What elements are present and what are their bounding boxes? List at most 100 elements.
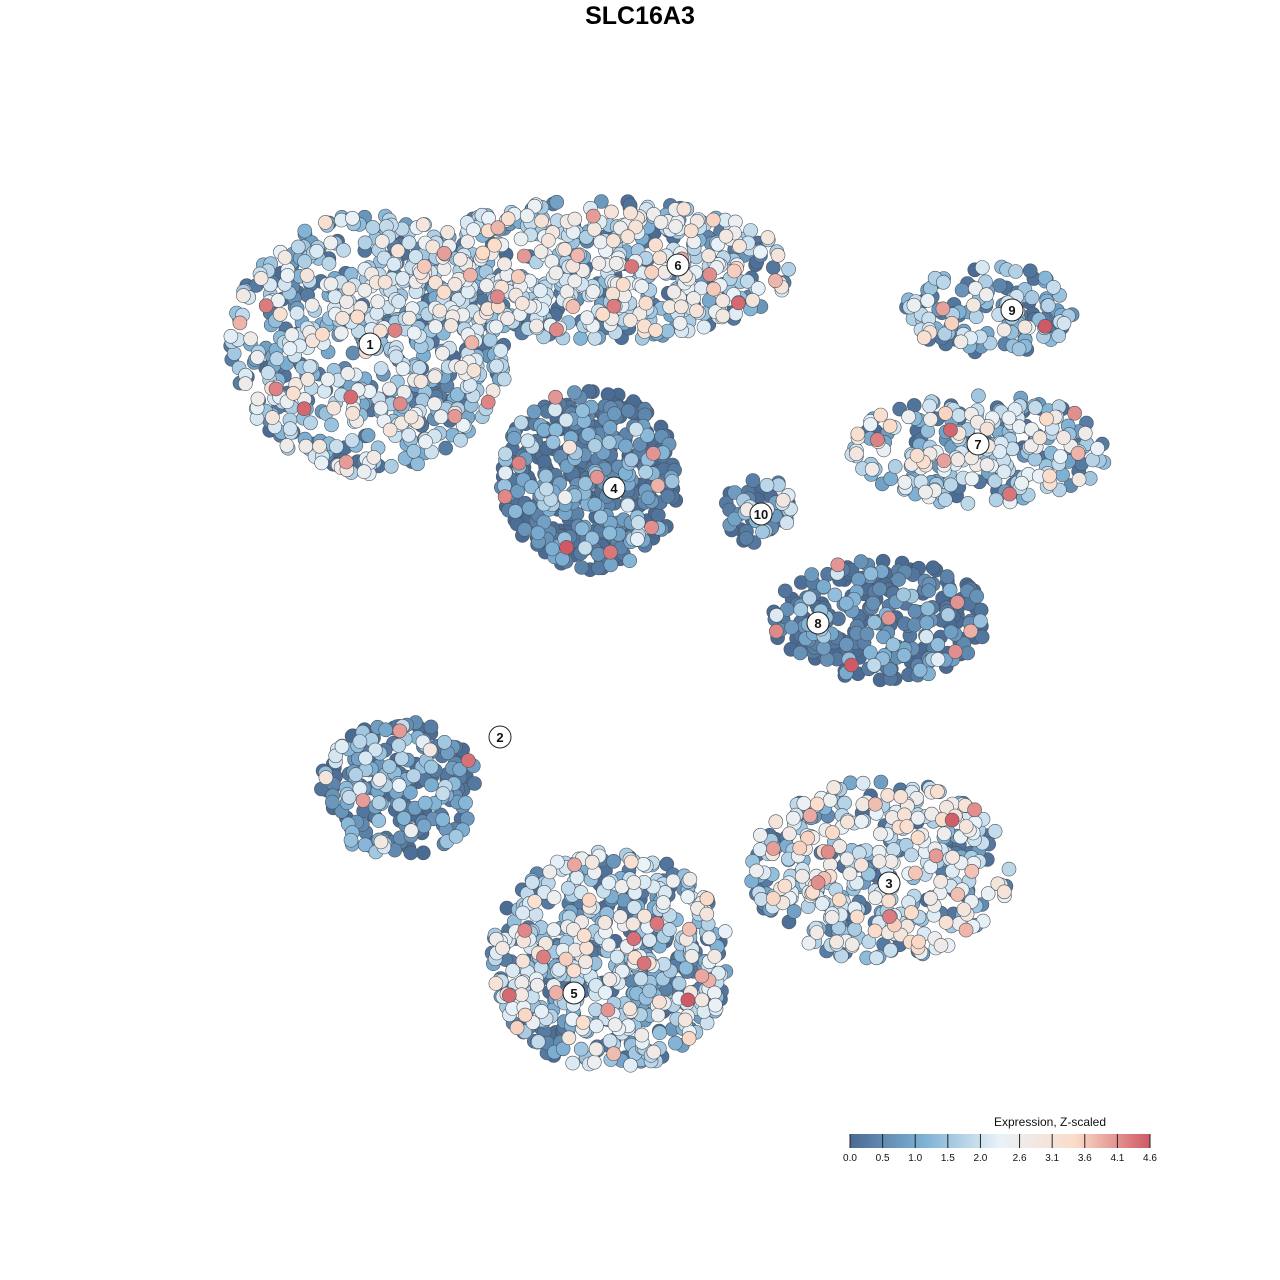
data-point <box>508 504 523 519</box>
data-point <box>501 988 517 1003</box>
data-point <box>851 845 867 861</box>
data-point <box>282 341 298 356</box>
data-point <box>624 259 640 274</box>
data-point <box>702 267 718 282</box>
data-point <box>661 922 677 937</box>
data-point <box>487 237 502 253</box>
data-point <box>768 623 784 639</box>
data-point <box>558 412 574 428</box>
data-point <box>945 849 960 865</box>
data-point <box>223 328 239 344</box>
data-point <box>726 263 742 279</box>
data-point <box>339 294 354 309</box>
data-point <box>908 865 923 881</box>
data-point <box>304 297 320 313</box>
data-point <box>391 778 407 793</box>
cluster-label-badge <box>602 476 626 500</box>
legend-colorbar <box>850 1134 1150 1148</box>
data-point <box>956 902 972 917</box>
data-point <box>482 332 498 348</box>
data-point <box>755 524 770 540</box>
data-point <box>681 1031 697 1046</box>
data-point <box>591 560 606 576</box>
data-point <box>367 742 383 758</box>
data-point <box>526 404 542 420</box>
data-point <box>579 310 595 326</box>
data-point <box>371 795 387 811</box>
data-point <box>392 396 408 412</box>
data-point <box>618 438 633 454</box>
data-point <box>963 623 979 639</box>
cluster-label: 7 <box>974 437 981 452</box>
data-point <box>356 464 372 480</box>
data-point <box>517 923 533 938</box>
data-point <box>980 886 996 901</box>
data-point <box>893 789 909 804</box>
data-point <box>867 796 883 812</box>
data-point <box>640 428 655 443</box>
data-point <box>269 351 285 367</box>
data-point <box>844 937 860 952</box>
data-point <box>620 403 636 419</box>
data-point <box>436 246 452 261</box>
data-point <box>519 208 535 223</box>
data-point <box>640 490 656 506</box>
cluster-label-badge <box>562 981 586 1005</box>
data-point <box>410 456 425 472</box>
data-point <box>593 194 609 209</box>
data-point <box>520 433 536 449</box>
data-point <box>589 1018 604 1034</box>
data-point <box>607 406 622 422</box>
data-point <box>620 229 636 244</box>
data-point <box>498 446 513 462</box>
data-point <box>792 840 808 856</box>
data-point <box>784 620 799 635</box>
data-point <box>646 1044 662 1060</box>
data-point <box>633 971 649 987</box>
data-point <box>1032 430 1048 446</box>
data-point <box>622 553 638 569</box>
data-point <box>979 287 994 303</box>
data-point <box>708 997 723 1013</box>
data-point <box>323 276 339 292</box>
data-point <box>324 794 340 810</box>
data-point <box>567 273 583 289</box>
data-point <box>395 271 410 286</box>
data-point <box>463 267 478 283</box>
data-point <box>527 894 543 909</box>
data-point <box>314 455 329 471</box>
data-point <box>561 1030 577 1046</box>
data-point <box>602 420 618 435</box>
data-point <box>642 983 657 999</box>
data-point <box>650 478 666 493</box>
cluster-label-badge <box>358 332 382 356</box>
data-point <box>750 281 766 296</box>
data-point <box>548 265 564 281</box>
data-point <box>513 231 529 247</box>
data-point <box>373 400 389 416</box>
cluster-label-badge <box>966 432 990 456</box>
data-point <box>355 793 371 808</box>
data-point <box>867 614 882 630</box>
data-point <box>416 259 432 274</box>
data-point <box>415 845 431 861</box>
data-point <box>600 1002 616 1018</box>
data-point <box>840 814 855 830</box>
data-point <box>838 595 854 611</box>
data-point <box>515 953 531 969</box>
data-point <box>935 274 951 290</box>
data-point <box>603 557 619 573</box>
data-point <box>574 521 590 537</box>
cluster-label: 6 <box>674 258 681 273</box>
legend-tick-label: 1.5 <box>940 1153 955 1164</box>
data-point <box>1001 410 1017 426</box>
data-point <box>859 626 875 642</box>
data-point <box>873 407 889 423</box>
data-point <box>701 930 717 946</box>
data-point <box>831 611 846 627</box>
data-point <box>655 895 671 910</box>
data-point <box>974 629 990 645</box>
data-point <box>386 256 402 272</box>
data-point <box>423 759 439 775</box>
data-point <box>882 418 898 434</box>
